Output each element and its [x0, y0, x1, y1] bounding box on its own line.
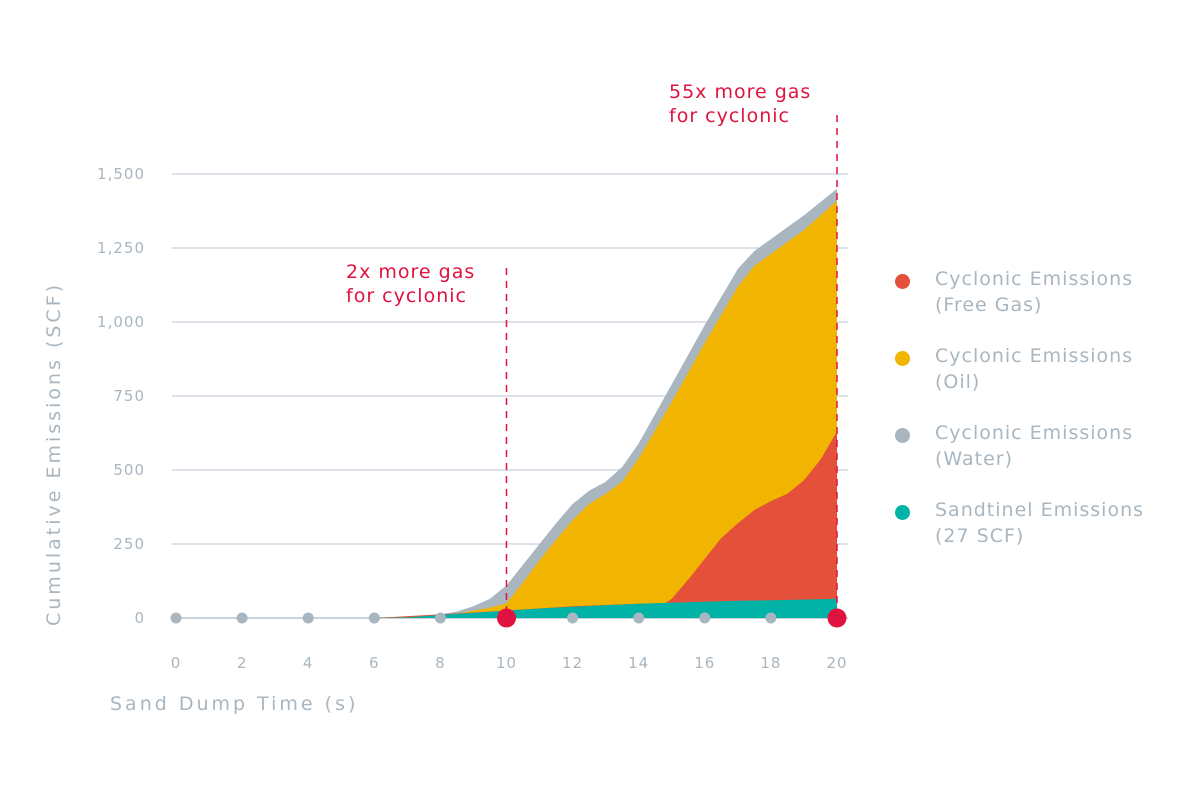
- area-oil: [374, 200, 837, 618]
- area-sandtinel: [374, 598, 837, 618]
- legend-item-water: Cyclonic Emissions (Water): [895, 420, 1195, 472]
- legend-label: Cyclonic Emissions (Oil): [935, 345, 1134, 393]
- legend-label: Sandtinel Emissions (27 SCF): [935, 499, 1145, 547]
- markers: [170, 608, 847, 628]
- baseline-marker: [236, 612, 248, 624]
- x-tick-label: 14: [628, 654, 649, 672]
- x-tick-label: 4: [303, 654, 314, 672]
- annotation-text: for cyclonic: [669, 105, 790, 127]
- x-tick-label: 6: [369, 654, 380, 672]
- legend-item-free-gas: Cyclonic Emissions (Free Gas): [895, 266, 1195, 318]
- area-free-gas: [374, 431, 837, 618]
- x-axis-title: Sand Dump Time (s): [110, 693, 358, 715]
- highlight-marker: [497, 608, 516, 628]
- x-tick-label: 2: [237, 654, 248, 672]
- legend-swatch: [895, 505, 910, 520]
- x-tick-label: 12: [562, 654, 583, 672]
- x-tick-label: 10: [496, 654, 517, 672]
- legend-swatch: [895, 428, 910, 443]
- annotation-text: for cyclonic: [346, 285, 467, 307]
- x-tick-label: 8: [435, 654, 446, 672]
- baseline-marker: [567, 612, 579, 624]
- annotation-text: 55x more gas: [669, 81, 811, 103]
- baseline-marker: [699, 612, 711, 624]
- legend-label: Cyclonic Emissions (Water): [935, 422, 1134, 470]
- area-series: [374, 188, 837, 619]
- y-axis-title: Cumulative Emissions (SCF): [43, 282, 65, 626]
- legend-item-sandtinel: Sandtinel Emissions (27 SCF): [895, 497, 1195, 549]
- baseline-marker: [302, 612, 314, 624]
- y-tick-label: 0: [134, 609, 145, 627]
- legend-item-oil: Cyclonic Emissions (Oil): [895, 343, 1195, 395]
- annotation-text: 2x more gas: [346, 261, 475, 283]
- baseline-marker: [765, 612, 777, 624]
- y-tick-label: 750: [113, 387, 145, 405]
- y-tick-label: 500: [113, 461, 145, 479]
- y-tick-label: 250: [113, 535, 145, 553]
- x-tick-label: 18: [760, 654, 781, 672]
- legend-label: Cyclonic Emissions (Free Gas): [935, 268, 1134, 316]
- y-tick-label: 1,250: [97, 239, 145, 257]
- y-tick-label: 1,500: [97, 165, 145, 183]
- highlight-marker: [827, 608, 847, 628]
- y-tick-label: 1,000: [97, 313, 145, 331]
- x-tick-label: 0: [171, 654, 182, 672]
- legend-swatch: [895, 274, 910, 289]
- baseline-marker: [368, 612, 380, 624]
- legend: Cyclonic Emissions (Free Gas) Cyclonic Emi…: [895, 266, 1195, 574]
- baseline-marker: [434, 612, 446, 624]
- x-tick-label: 20: [826, 654, 847, 672]
- legend-swatch: [895, 351, 910, 366]
- baseline-marker: [170, 612, 182, 624]
- baseline-marker: [633, 612, 645, 624]
- tick-labels: 0 250 500 750 1,000 1,250 1,500 0 2 4 6 8 10 12 14 16 18…: [97, 165, 847, 672]
- x-tick-label: 16: [694, 654, 715, 672]
